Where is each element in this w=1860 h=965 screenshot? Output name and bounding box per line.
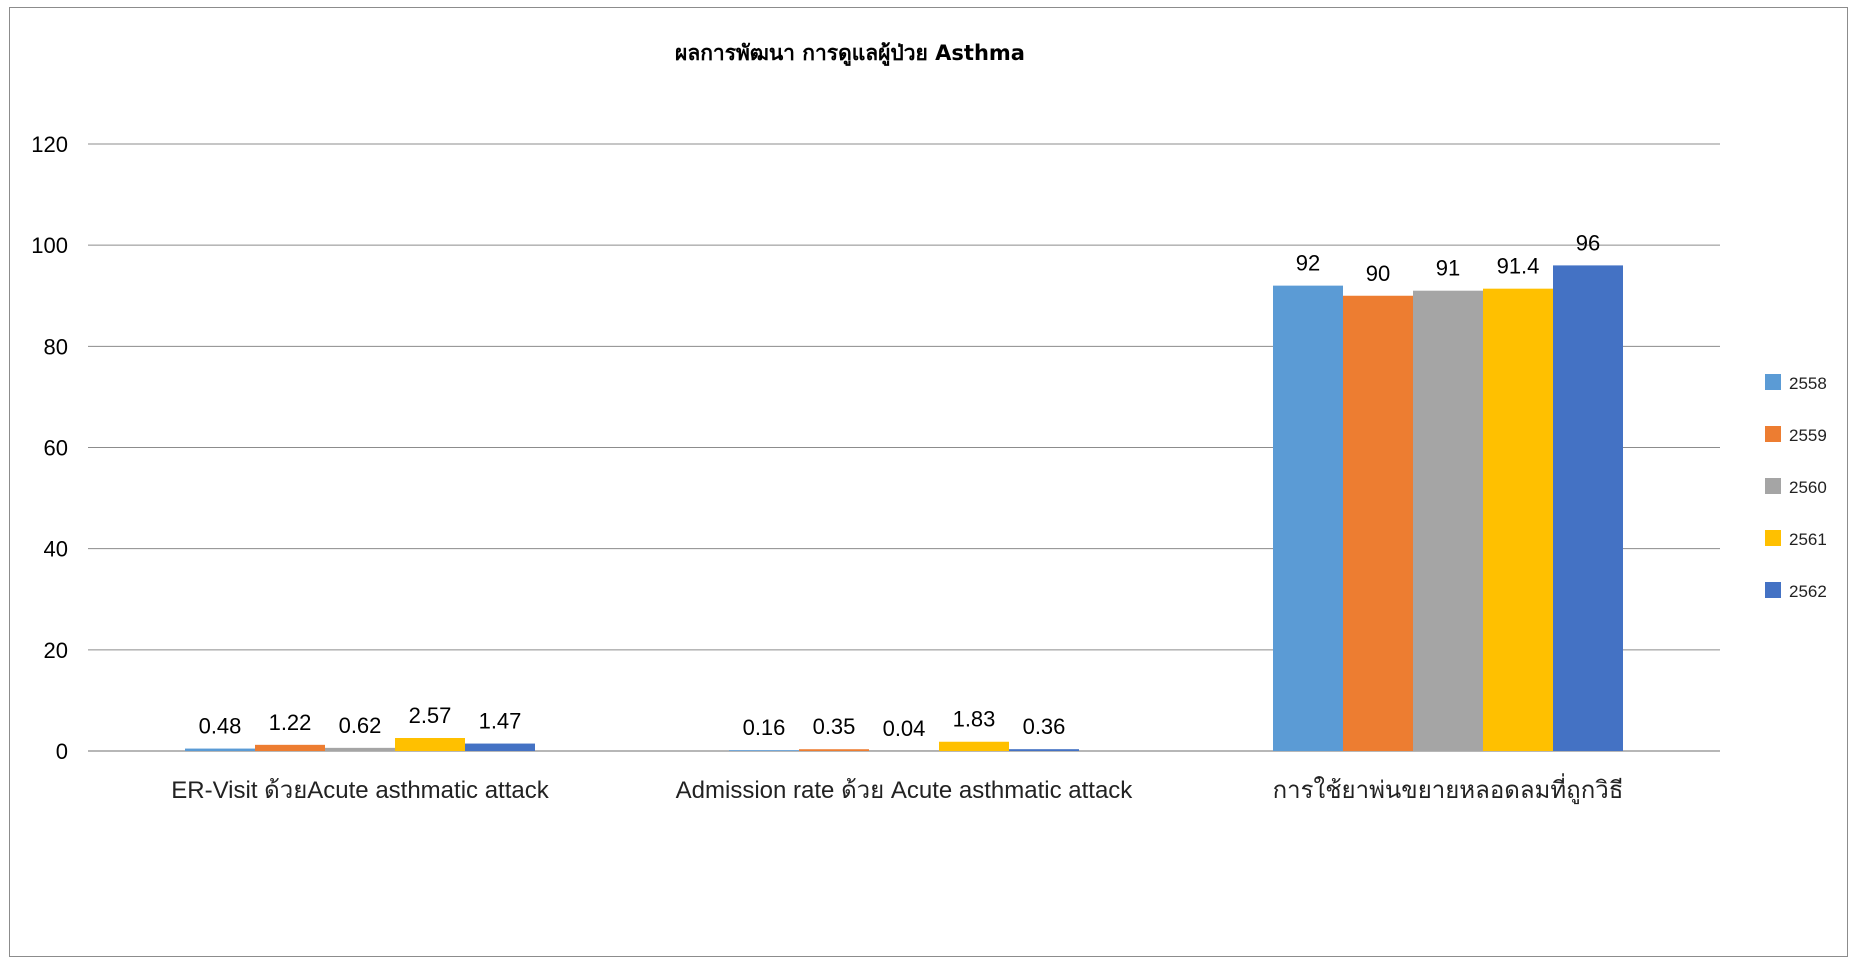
data-label: 0.16 — [743, 715, 786, 740]
legend-swatch — [1765, 530, 1781, 546]
y-tick-label: 40 — [44, 537, 68, 562]
legend: 2558 2559 2560 2561 2562 — [1765, 374, 1827, 601]
y-tick-label: 120 — [31, 132, 68, 157]
legend-label: 2562 — [1789, 582, 1827, 601]
chart-title: ผลการพัฒนา การดูแลผู้ป่วย Asthma — [675, 41, 1025, 67]
bar-2558-2 — [729, 750, 799, 751]
bar-2560-3 — [1413, 290, 1483, 751]
legend-label: 2560 — [1789, 478, 1827, 497]
data-label: 1.83 — [953, 707, 996, 732]
bar-chart: ผลการพัฒนา การดูแลผู้ป่วย Asthma 0 20 40 60… — [31, 41, 1827, 805]
data-label: 91 — [1436, 256, 1460, 281]
bar-2562-1 — [465, 743, 535, 751]
bar-2562-3 — [1553, 265, 1623, 751]
legend-label: 2559 — [1789, 426, 1827, 445]
data-label: 92 — [1296, 251, 1320, 276]
bar-2559-2 — [799, 749, 869, 751]
legend-swatch — [1765, 374, 1781, 390]
data-labels: 0.48 1.22 0.62 2.57 1.47 0.16 0.35 0.04 1.83 0.36… — [199, 230, 1601, 740]
bar-2561-3 — [1483, 288, 1553, 751]
legend-swatch — [1765, 426, 1781, 442]
data-label: 96 — [1576, 230, 1600, 255]
legend-label: 2558 — [1789, 374, 1827, 393]
bar-2559-3 — [1343, 295, 1413, 751]
bar-2558-1 — [185, 748, 255, 751]
bar-2562-2 — [1009, 749, 1079, 751]
bar-2560-1 — [325, 747, 395, 751]
bars — [185, 265, 1623, 751]
x-axis-categories: ER-Visit ด้วยAcute asthmatic attack Admis… — [171, 773, 1623, 805]
y-tick-label: 100 — [31, 233, 68, 258]
chart-frame: ผลการพัฒนา การดูแลผู้ป่วย Asthma 0 20 40 60… — [9, 7, 1848, 957]
y-tick-label: 20 — [44, 638, 68, 663]
category-label: ER-Visit ด้วยAcute asthmatic attack — [171, 777, 549, 804]
data-label: 1.22 — [269, 710, 312, 735]
bar-2561-1 — [395, 738, 465, 751]
bar-2561-2 — [939, 741, 1009, 751]
y-tick-label: 60 — [44, 436, 68, 461]
bar-2558-3 — [1273, 285, 1343, 751]
legend-swatch — [1765, 582, 1781, 598]
data-label: 2.57 — [409, 703, 452, 728]
category-label: การใช้ยาพ่นขยายหลอดลมที่ถูกวิธี — [1273, 773, 1624, 805]
data-label: 0.35 — [813, 714, 856, 739]
data-label: 0.62 — [339, 713, 382, 738]
y-tick-label: 80 — [44, 334, 68, 359]
data-label: 0.04 — [883, 716, 926, 741]
data-label: 0.48 — [199, 714, 242, 739]
data-label: 1.47 — [479, 709, 522, 734]
data-label: 90 — [1366, 261, 1390, 286]
y-axis-ticks: 0 20 40 60 80 100 120 — [31, 132, 68, 764]
bar-2560-2 — [869, 750, 939, 751]
legend-swatch — [1765, 478, 1781, 494]
y-tick-label: 0 — [56, 739, 68, 764]
data-label: 91.4 — [1497, 254, 1540, 279]
category-label: Admission rate ด้วย Acute asthmatic atta… — [676, 777, 1134, 804]
legend-label: 2561 — [1789, 530, 1827, 549]
bar-2559-1 — [255, 744, 325, 751]
data-label: 0.36 — [1023, 714, 1066, 739]
